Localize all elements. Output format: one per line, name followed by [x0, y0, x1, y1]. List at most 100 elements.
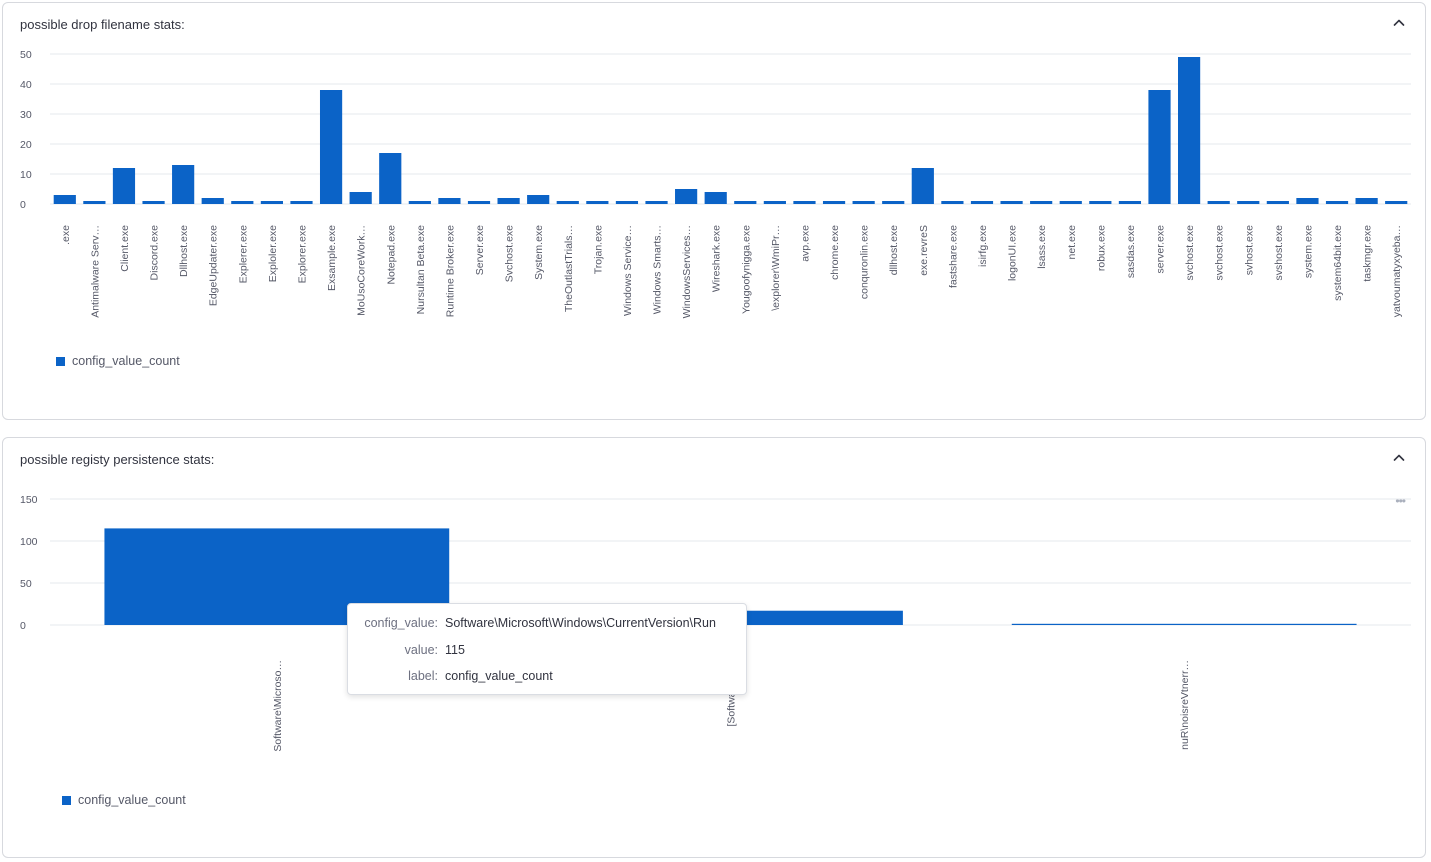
bar[interactable] [1207, 201, 1230, 204]
bar[interactable] [763, 201, 786, 204]
chevron-up-icon[interactable] [1391, 15, 1407, 31]
x-tick-label: server.exe [1155, 225, 1167, 274]
drop-filename-panel: possible drop filename stats: 0 10 20 30 40 5… [2, 2, 1426, 420]
bar[interactable] [1266, 201, 1289, 204]
bar[interactable] [467, 201, 491, 204]
bar[interactable] [1296, 198, 1319, 204]
bar[interactable] [1237, 201, 1260, 204]
bar[interactable] [734, 201, 757, 204]
panel-title: possible drop filename stats: [20, 17, 185, 32]
bar[interactable] [1011, 623, 1357, 625]
y-tick-label: 100 [20, 536, 38, 548]
legend-label: config_value_count [78, 793, 186, 807]
bar[interactable] [941, 201, 964, 204]
panel-title: possible registy persistence stats: [20, 452, 215, 467]
x-tick-label: Dllhost.exe [178, 225, 190, 277]
x-tick-label: avp.exe [799, 225, 811, 262]
more-horizontal-icon[interactable]: ••• [1395, 494, 1406, 508]
x-tick-label: dllhost.exe [888, 225, 900, 275]
legend-swatch [56, 356, 65, 366]
bar[interactable] [497, 198, 520, 204]
chevron-up-icon[interactable] [1391, 450, 1407, 466]
bar[interactable] [1385, 201, 1408, 204]
x-tick-label: Trojan.exe [592, 225, 604, 274]
x-tick-label: Client.exe [119, 225, 131, 272]
bar[interactable] [83, 201, 106, 204]
x-tick-label: net.exe [1066, 225, 1078, 260]
x-tick-label: Antimalware Serv… [89, 225, 101, 318]
x-tick-label: fastshare.exe [947, 225, 959, 288]
y-tick-label: 150 [20, 494, 38, 506]
bar[interactable] [1118, 201, 1142, 204]
tooltip-key: value: [404, 643, 438, 657]
bar[interactable] [349, 192, 372, 204]
x-tick-label: Windows Smarts… [652, 225, 664, 314]
x-tick-label: conquronlin.exe [859, 225, 871, 299]
x-tick-label: EdgeUpdater.exe [208, 225, 220, 306]
bar[interactable] [260, 201, 283, 204]
x-tick-label: Exploler.exe [267, 225, 279, 282]
x-tick-label: Explorer.exe [296, 225, 308, 284]
legend-label: config_value_count [72, 354, 180, 368]
bar[interactable] [290, 201, 313, 204]
x-tick-label: sasdas.exe [1125, 225, 1137, 278]
bar[interactable] [1000, 201, 1023, 204]
tooltip-value: Software\Microsoft\Windows\CurrentVersio… [445, 616, 716, 630]
y-tick-label: 50 [20, 578, 32, 590]
x-tick-label: Windows Service… [622, 225, 634, 316]
bar[interactable] [675, 189, 698, 204]
x-tick-label: exe.revreS [918, 225, 930, 276]
bar[interactable] [408, 201, 431, 204]
bar[interactable] [586, 201, 609, 204]
bar[interactable] [53, 195, 76, 204]
bar[interactable] [319, 90, 343, 204]
x-tick-label: TheOutlastTrials… [563, 225, 575, 312]
bar[interactable] [379, 153, 402, 204]
bar[interactable] [615, 201, 639, 204]
bar[interactable] [911, 168, 934, 204]
x-tick-label: svchost.exe [1184, 225, 1196, 281]
tooltip-row: label: config_value_count [348, 669, 746, 687]
bar[interactable] [556, 201, 579, 204]
x-tick-label: Runtime Broker.exe [444, 225, 456, 317]
bar[interactable] [645, 201, 668, 204]
bar[interactable] [438, 198, 461, 204]
x-tick-label: nuR\noisreVtnerr… [1179, 660, 1191, 750]
x-tick-label: Server.exe [474, 225, 486, 275]
bar[interactable] [882, 201, 905, 204]
legend: config_value_count [56, 354, 180, 368]
bar[interactable] [112, 168, 136, 204]
x-tick-label: yatvoumatyxyeba… [1391, 225, 1403, 317]
x-tick-label: system.exe [1302, 225, 1314, 278]
bar[interactable] [822, 201, 846, 204]
bar[interactable] [201, 198, 224, 204]
bar[interactable] [704, 192, 727, 204]
legend-swatch [62, 795, 71, 805]
bar[interactable] [1030, 201, 1053, 204]
bar[interactable] [1355, 198, 1378, 204]
bar[interactable] [142, 201, 165, 204]
bar[interactable] [172, 165, 195, 204]
tooltip-key: config_value: [364, 616, 438, 630]
tooltip-key: label: [408, 669, 438, 683]
y-tick-label: 20 [20, 139, 32, 151]
bar[interactable] [1325, 201, 1349, 204]
bar[interactable] [1178, 57, 1201, 204]
y-tick-label: 30 [20, 109, 32, 121]
bar[interactable] [1089, 201, 1112, 204]
x-tick-label: Svchost.exe [504, 225, 516, 282]
bar[interactable] [231, 201, 254, 204]
bar-tooltip: config_value: Software\Microsoft\Windows… [347, 603, 747, 695]
x-tick-label: MoUsoCoreWork… [356, 225, 368, 316]
tooltip-value: 115 [445, 643, 465, 657]
bar[interactable] [1148, 90, 1171, 204]
x-tick-label: chrome.exe [829, 225, 841, 280]
x-tick-label: svhost.exe [1243, 225, 1255, 275]
bar[interactable] [527, 195, 550, 204]
drop-filename-bar-chart: 0 10 20 30 40 50 .exe Antimalware Serv… Client.e… [20, 49, 1411, 318]
bar[interactable] [970, 201, 994, 204]
bar[interactable] [1059, 201, 1082, 204]
x-tick-label: \explorer\WmiPr… [770, 225, 782, 311]
bar[interactable] [793, 201, 816, 204]
bar[interactable] [852, 201, 875, 204]
